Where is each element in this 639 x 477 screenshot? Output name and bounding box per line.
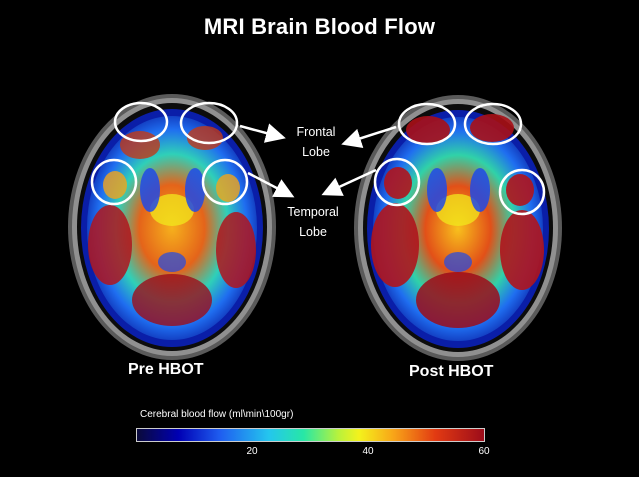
post-brain-tissue [373,117,543,341]
temporal-arrow-left [247,171,295,198]
pre-frontal-left-circle [113,101,169,143]
temporal-lobe-label: Temporal Lobe [278,202,348,242]
colorbar-tick-60: 60 [478,446,490,457]
post-temporal-left-circle [373,157,421,207]
post-hbot-caption: Post HBOT [409,363,494,380]
frontal-lobe-label: Frontal Lobe [284,122,348,162]
frontal-arrow-left [239,123,286,143]
pre-brain-tissue [87,116,257,340]
post-hbot-scan [354,95,562,361]
colorbar-tick-40: 40 [362,446,374,457]
frontal-label-line2: Lobe [302,145,330,159]
figure-title: MRI Brain Blood Flow [203,14,436,39]
temporal-label-line2: Lobe [299,225,327,239]
annotation-arrows [239,123,397,198]
pre-frontal-right-circle [179,101,239,145]
post-frontal-left-circle [397,102,457,146]
colorbar-title: Cerebral blood flow (ml\min\100gr) [140,409,294,420]
frontal-arrow-right [341,125,397,148]
frontal-label-line1: Frontal [296,125,336,139]
colorbar-tick-20: 20 [246,446,258,457]
post-frontal-right-circle [463,102,523,146]
colorbar [136,428,485,442]
temporal-label-line1: Temporal [287,205,339,219]
pre-temporal-left-circle [90,158,138,206]
pre-hbot-caption: Pre HBOT [128,361,204,378]
post-temporal-right-circle [498,168,546,216]
pre-hbot-scan [68,94,276,360]
pre-temporal-right-circle [201,158,249,206]
temporal-arrow-right [321,168,377,196]
